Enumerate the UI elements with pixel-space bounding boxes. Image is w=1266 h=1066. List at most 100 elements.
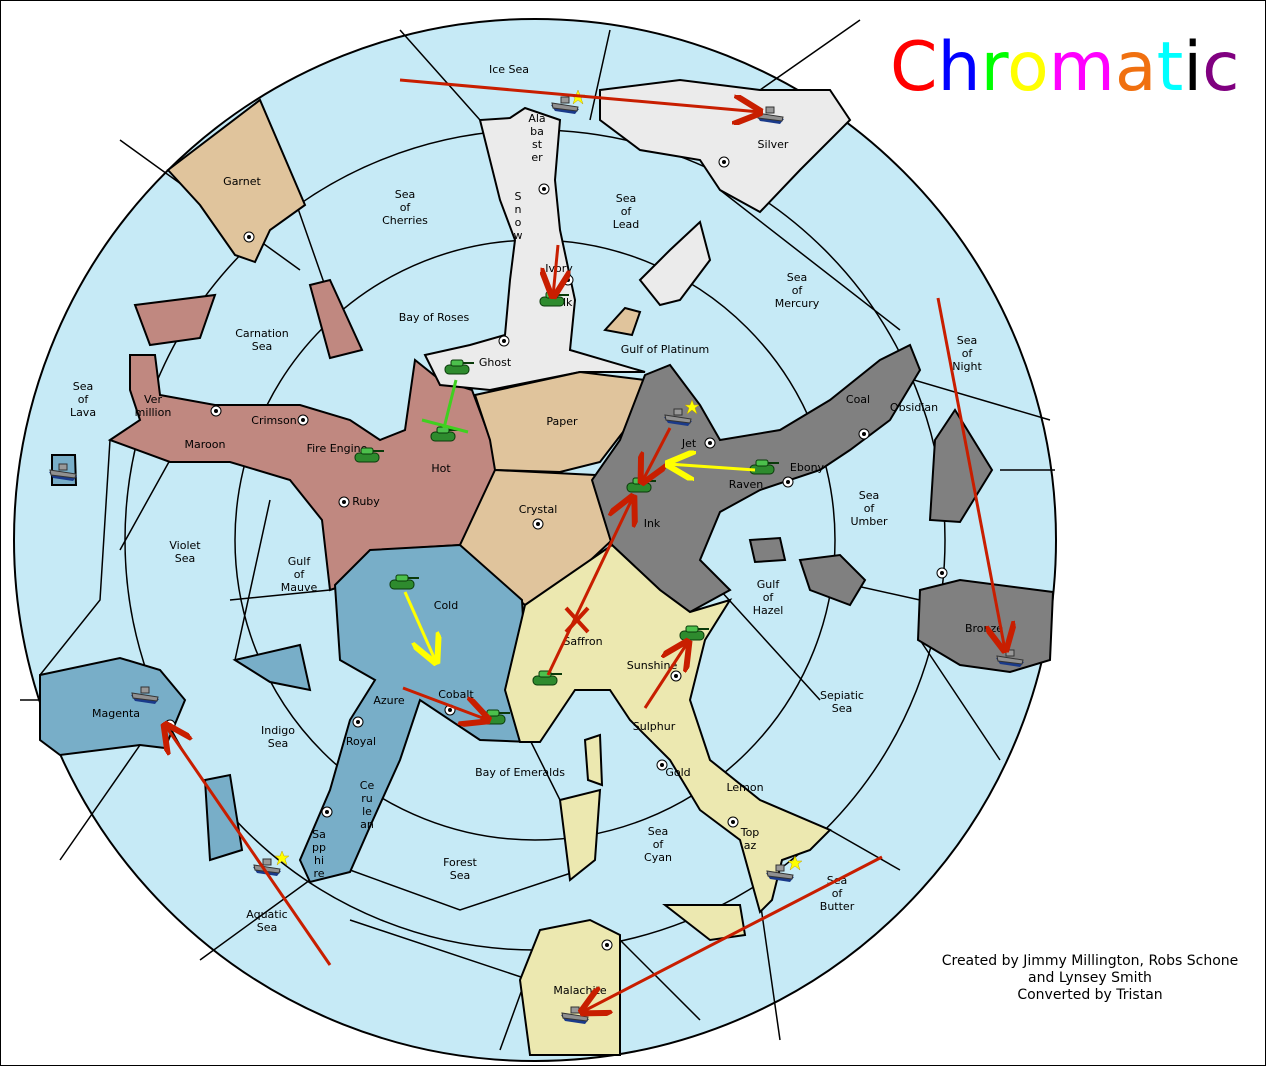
label-gulf-of-hazel: Hazel xyxy=(753,604,784,617)
label-alabaster: er xyxy=(531,151,543,164)
region-malachite[interactable] xyxy=(518,918,621,1056)
label-sea-of-umber: of xyxy=(864,502,876,515)
region-paper[interactable] xyxy=(473,370,647,474)
label-ruby: Ruby xyxy=(352,495,380,508)
label-saffron: Saffron xyxy=(563,635,602,648)
label-sepiatic-sea: Sea xyxy=(832,702,853,715)
label-violet-sea: Violet xyxy=(169,539,201,552)
label-sulphur: Sulphur xyxy=(633,720,676,733)
label-magenta: Magenta xyxy=(92,707,140,720)
label-silver: Silver xyxy=(758,138,789,151)
region-red-island[interactable] xyxy=(133,293,217,347)
label-gold: Gold xyxy=(665,766,690,779)
label-snow: o xyxy=(515,216,522,229)
label-raven: Raven xyxy=(729,478,763,491)
label-cerulean: le xyxy=(362,805,372,818)
label-jet: Jet xyxy=(681,437,697,450)
label-sea-of-mercury: Mercury xyxy=(775,297,820,310)
label-sea-of-cyan: Cyan xyxy=(644,851,672,864)
label-alabaster: Ala xyxy=(528,112,545,125)
label-vermillion: Ver xyxy=(144,393,162,406)
label-sea-of-lead: of xyxy=(621,205,633,218)
title-letter: o xyxy=(1007,28,1049,107)
label-cerulean: an xyxy=(360,818,374,831)
label-indigo-sea: Sea xyxy=(268,737,289,750)
label-sea-of-mercury: Sea xyxy=(787,271,808,284)
region-yellow-island-3[interactable] xyxy=(583,733,604,787)
label-sea-of-cyan: of xyxy=(653,838,665,851)
label-coal: Coal xyxy=(846,393,870,406)
label-sea-of-night: of xyxy=(962,347,974,360)
label-hot: Hot xyxy=(431,462,451,475)
label-carnation-sea: Carnation xyxy=(235,327,289,340)
label-malachite: Malachite xyxy=(553,984,606,997)
region-silver[interactable] xyxy=(599,78,852,214)
label-snow: S xyxy=(515,190,522,203)
label-ice-sea: Ice Sea xyxy=(489,63,529,76)
credits-line: and Lynsey Smith xyxy=(1028,970,1152,986)
label-snow: w xyxy=(514,229,523,242)
label-ink: Ink xyxy=(644,517,661,530)
region-grey-island-3[interactable] xyxy=(748,536,787,564)
label-crimson: Crimson xyxy=(251,414,296,427)
label-gulf-of-hazel: Gulf xyxy=(757,578,781,591)
label-sapphire: hi xyxy=(314,854,324,867)
label-cold: Cold xyxy=(434,599,458,612)
x-mark-icon xyxy=(564,606,590,634)
label-topaz: Top xyxy=(740,826,760,839)
label-bay-of-emeralds: Bay of Emeralds xyxy=(475,766,565,779)
label-gulf-of-hazel: of xyxy=(763,591,775,604)
label-cerulean: Ce xyxy=(360,779,375,792)
label-topaz: az xyxy=(744,839,757,852)
region-blue-island[interactable] xyxy=(232,643,312,692)
title-letter: i xyxy=(1183,28,1203,107)
label-aquatic-sea: Aquatic xyxy=(246,908,287,921)
region-grey-island-2[interactable] xyxy=(798,553,867,607)
region-red-island-2[interactable] xyxy=(308,278,364,360)
label-crystal: Crystal xyxy=(519,503,558,516)
label-maroon: Maroon xyxy=(185,438,226,451)
label-sea-of-lead: Lead xyxy=(613,218,639,231)
credits: Created by Jimmy Millington, Robs Schone… xyxy=(920,953,1260,1004)
label-sea-of-cherries: Sea xyxy=(395,188,416,201)
title-letter: c xyxy=(1202,28,1240,107)
label-ghost: Ghost xyxy=(479,356,512,369)
label-sea-of-cyan: Sea xyxy=(648,825,669,838)
title-letter: t xyxy=(1156,28,1184,107)
label-snow: n xyxy=(515,203,522,216)
label-sea-of-lead: Sea xyxy=(616,192,637,205)
label-sea-of-mercury: of xyxy=(792,284,804,297)
map-title: Chromatic xyxy=(890,28,1240,108)
label-gulf-of-mauve: Mauve xyxy=(281,581,318,594)
label-ebony: Ebony xyxy=(790,461,825,474)
title-letter: C xyxy=(890,28,938,107)
label-obsidian: Obsidian xyxy=(890,401,938,414)
label-sea-of-butter: of xyxy=(832,887,844,900)
region-yellow-island[interactable] xyxy=(558,788,602,882)
label-alabaster: ba xyxy=(530,125,544,138)
credits-line: Created by Jimmy Millington, Robs Schone xyxy=(941,953,1239,969)
region-blue-mainland[interactable] xyxy=(298,543,532,884)
label-bay-of-roses: Bay of Roses xyxy=(399,311,470,324)
label-sea-of-butter: Butter xyxy=(820,900,855,913)
label-sea-of-cherries: Cherries xyxy=(382,214,428,227)
label-forest-sea: Sea xyxy=(450,869,471,882)
region-white-island[interactable] xyxy=(638,220,712,307)
label-vermillion: million xyxy=(135,406,172,419)
label-indigo-sea: Indigo xyxy=(261,724,295,737)
label-sapphire: Sa xyxy=(312,828,326,841)
label-garnet: Garnet xyxy=(223,175,261,188)
label-cerulean: ru xyxy=(361,792,373,805)
title-letter: h xyxy=(937,28,981,107)
label-gulf-of-platinum: Gulf of Platinum xyxy=(621,343,709,356)
region-tan-island[interactable] xyxy=(603,306,642,337)
label-sea-of-night: Sea xyxy=(957,334,978,347)
label-gulf-of-mauve: of xyxy=(294,568,306,581)
label-sapphire: re xyxy=(313,867,324,880)
label-gulf-of-mauve: Gulf xyxy=(288,555,312,568)
title-letter: a xyxy=(1114,28,1157,107)
region-yellow-island-2[interactable] xyxy=(662,904,747,942)
region-garnet[interactable] xyxy=(166,98,307,264)
label-aquatic-sea: Sea xyxy=(257,921,278,934)
